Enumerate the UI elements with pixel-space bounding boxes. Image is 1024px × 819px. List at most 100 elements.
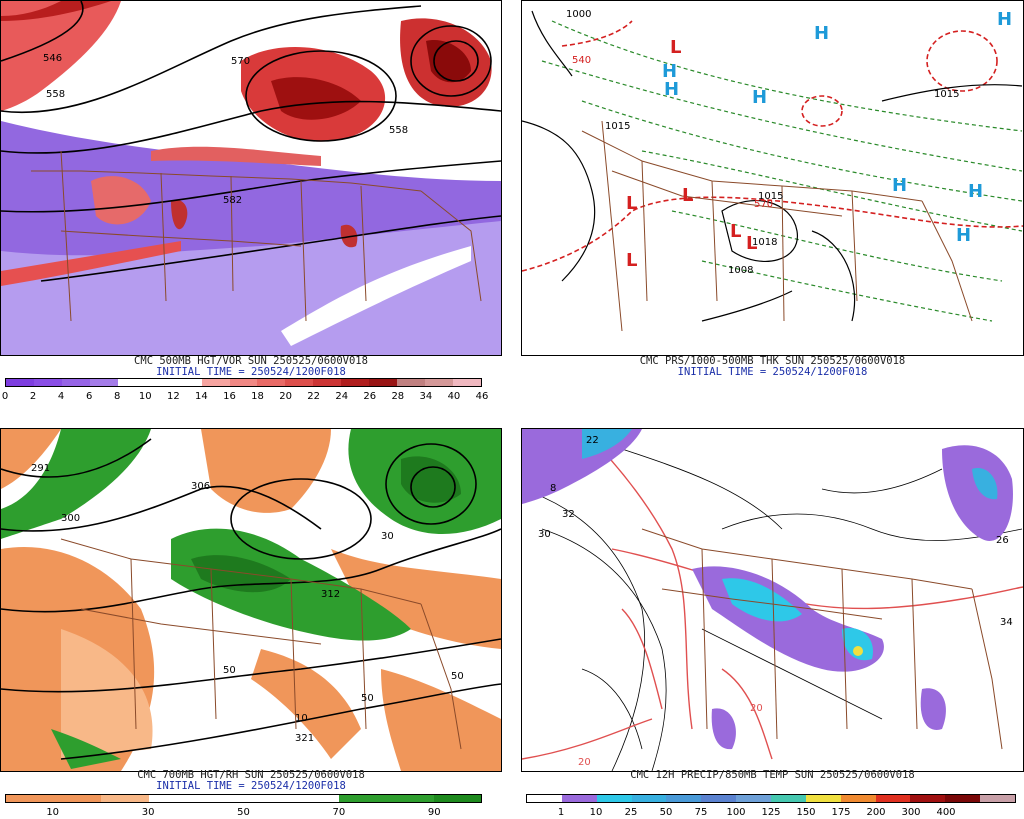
contour-label: 558: [389, 125, 408, 136]
colorbar-tick-label: 12: [166, 391, 180, 402]
colorbar-swatch: [341, 379, 370, 386]
precip-northeast: [942, 445, 1013, 541]
colorbar-tick-label: 50: [659, 807, 673, 818]
colorbar-tick-label: 10: [138, 391, 152, 402]
colorbar-swatch: [631, 795, 667, 802]
contour-label: 1015: [758, 191, 783, 202]
panel-title: CMC 500MB HGT/VOR SUN 250525/0600V018: [134, 355, 368, 367]
colorbar-tick-label: 400: [936, 807, 956, 818]
high-pressure-marker: H: [892, 175, 907, 196]
vort-red-streaks: [91, 176, 151, 225]
contour-label: 312: [321, 589, 340, 600]
colorbar-swatch: [840, 795, 876, 802]
map-700mb-rh: 291 300 306 312 321 50 50 10 50 30: [0, 428, 502, 772]
colorbar-tick-label: 18: [251, 391, 264, 402]
colorbar-tick-label: 150: [796, 807, 816, 818]
map-pressure-thickness: L L L L L L H H H H H H H H 1000 1015 10…: [521, 0, 1024, 356]
contour-label: 570: [754, 199, 773, 210]
colorbar-swatch: [229, 379, 258, 386]
contour-label: 50: [451, 671, 464, 682]
colorbar-swatch: [33, 379, 62, 386]
colorbar-swatch: [338, 795, 386, 802]
colorbar-vorticity: [5, 378, 482, 387]
colorbar-swatch: [736, 795, 772, 802]
colorbar-swatch: [701, 795, 737, 802]
colorbar-tick-label: 1: [557, 807, 565, 818]
colorbar-rh: [5, 794, 482, 803]
rh-dry-east: [331, 549, 501, 649]
contour-label: 321: [295, 733, 314, 744]
high-pressure-marker: H: [997, 9, 1012, 30]
high-pressure-marker: H: [752, 87, 767, 108]
contour-label: 32: [562, 509, 575, 520]
colorbar-swatch: [145, 379, 174, 386]
colorbar-swatch: [61, 379, 90, 386]
colorbar-tick-label: 90: [427, 807, 441, 818]
precip-southeast: [920, 688, 946, 730]
contour-label: 1015: [605, 121, 630, 132]
colorbar-tick-label: 40: [447, 391, 461, 402]
colorbar-swatch: [397, 379, 426, 386]
colorbar-tick-label: 4: [57, 391, 65, 402]
high-pressure-marker: H: [814, 23, 829, 44]
panel-precip-850temp: 22 8 32 30 34 26 20 20 CMC 12H PRECIP/85…: [521, 428, 1024, 819]
initial-time: INITIAL TIME = 250524/1200F018: [677, 366, 868, 378]
vort-red-northwest: [1, 1, 121, 111]
contour-label: 300: [61, 513, 80, 524]
high-pressure-marker: H: [968, 181, 983, 202]
high-pressure-marker: H: [956, 225, 971, 246]
colorbar-tick-label: 125: [761, 807, 781, 818]
contour-label: 26: [996, 535, 1009, 546]
high-pressure-marker: H: [664, 79, 679, 100]
colorbar-swatch: [257, 379, 286, 386]
contour-label: 50: [223, 665, 236, 676]
high-pressure-marker: H: [662, 61, 677, 82]
colorbar-tick-label: 2: [29, 391, 37, 402]
low-pressure-marker: L: [670, 37, 681, 58]
colorbar-swatch: [201, 379, 230, 386]
colorbar-swatch: [53, 795, 101, 802]
colorbar-tick-label: 0: [1, 391, 9, 402]
initial-time: INITIAL TIME = 250524/1200F018: [156, 780, 346, 792]
colorbar-swatch: [196, 795, 244, 802]
colorbar-swatch: [453, 379, 481, 386]
contour-label: 1008: [728, 265, 753, 276]
contour-label: 558: [46, 89, 65, 100]
low-pressure-marker: L: [746, 233, 757, 254]
contour-label: 20: [750, 703, 763, 714]
panel-500mb-vorticity: 546 558 570 582 558 CMC 500MB HGT/VOR SU…: [0, 0, 505, 405]
colorbar-swatch: [527, 795, 562, 802]
colorbar-swatch: [875, 795, 911, 802]
contour-label: 10: [295, 713, 308, 724]
colorbar-tick-label: 24: [335, 391, 349, 402]
low-pressure-marker: L: [682, 185, 693, 206]
colorbar-swatch: [945, 795, 981, 802]
low-pressure-marker: L: [626, 193, 637, 214]
contour-label: 546: [43, 53, 62, 64]
colorbar-precip: [526, 794, 1016, 803]
contour-label: 540: [572, 55, 591, 66]
colorbar-tick-label: 34: [419, 391, 433, 402]
colorbar-tick-label: 50: [237, 807, 250, 818]
contour-label: 20: [578, 757, 591, 768]
panel-title: CMC 12H PRECIP/850MB TEMP SUN 250525/060…: [630, 769, 915, 781]
colorbar-swatch: [285, 379, 314, 386]
contour-label: 30: [538, 529, 551, 540]
contour-label: 582: [223, 195, 242, 206]
contour-label: 34: [1000, 617, 1013, 628]
contour-label: 1000: [566, 9, 591, 20]
panel-pressure-thickness: L L L L L L H H H H H H H H 1000 1015 10…: [521, 0, 1024, 405]
colorbar-tick-label: 28: [391, 391, 405, 402]
rh-dry-band-north: [201, 429, 331, 513]
contour-label: 1018: [752, 237, 777, 248]
low-pressure-marker: L: [730, 221, 741, 242]
colorbar-tick-label: 100: [726, 807, 746, 818]
colorbar-swatch: [386, 795, 434, 802]
colorbar-tick-label: 10: [589, 807, 603, 818]
map-500mb: 546 558 570 582 558: [0, 0, 502, 356]
colorbar-swatch: [910, 795, 946, 802]
contour-label: 50: [361, 693, 374, 704]
colorbar-swatch: [980, 795, 1016, 802]
rh-moist-northwest: [1, 429, 151, 539]
colorbar-tick-label: 14: [195, 391, 208, 402]
